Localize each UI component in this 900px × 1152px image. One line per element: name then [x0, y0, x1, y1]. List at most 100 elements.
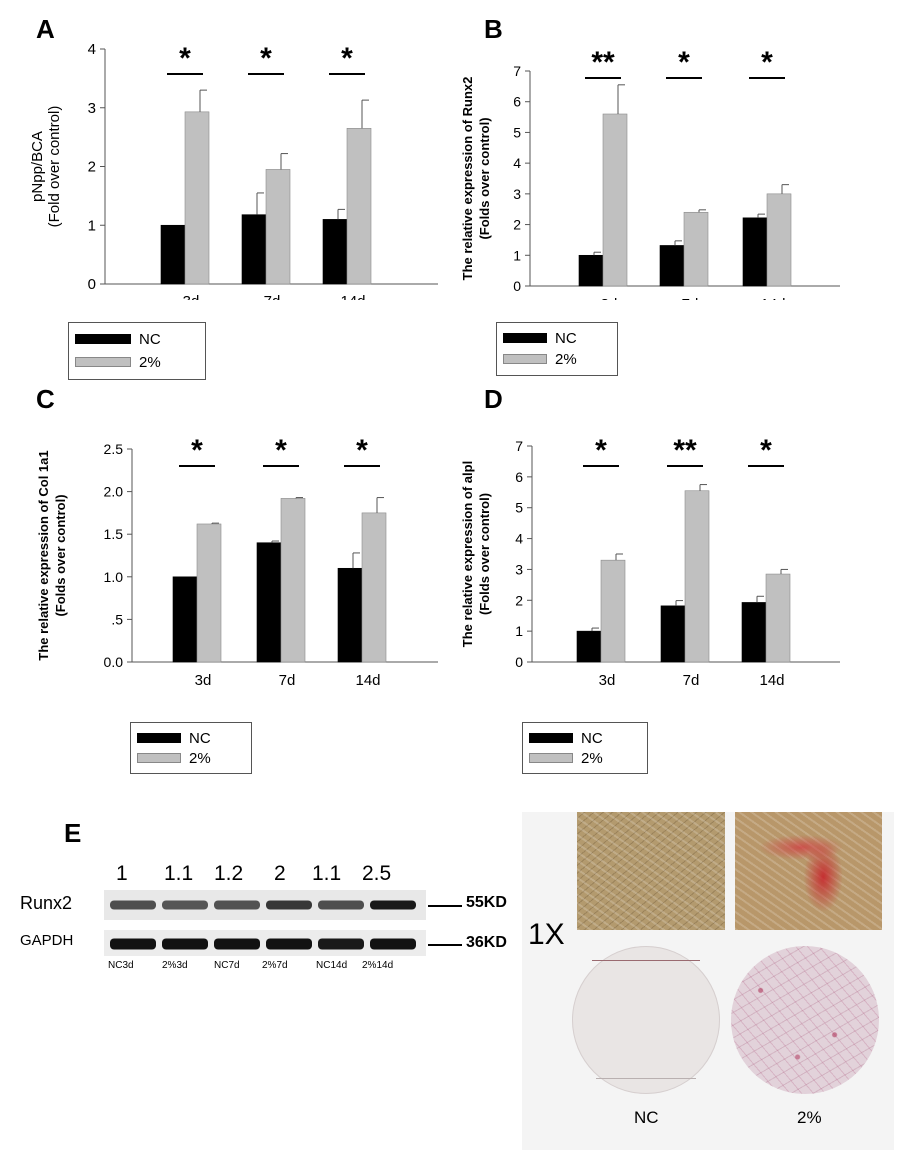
blot-band: [110, 938, 156, 950]
blot-quant-value: 1.2: [214, 862, 244, 885]
y-axis-label: (Fold over control): [46, 106, 63, 228]
well-nc: [572, 946, 720, 1094]
blot-band: [110, 900, 156, 910]
blot-band: [214, 938, 260, 950]
y-tick-label: 4: [513, 155, 521, 171]
blot-size-36kd: 36KD: [466, 934, 507, 951]
bar-treated: [184, 111, 210, 285]
y-tick-label: 2.5: [104, 441, 124, 457]
y-axis-label: The relative expression of Col 1a1: [36, 450, 51, 660]
well-edge-line: [592, 960, 700, 961]
legend-label-treated: 2%: [189, 749, 211, 767]
bar-treated: [265, 169, 291, 285]
panel-letter-a: A: [36, 14, 55, 44]
bar-treated: [684, 490, 710, 663]
panel-letter-d: D: [484, 384, 503, 414]
blot-bands: [110, 900, 416, 950]
legend-swatch-nc: [529, 733, 573, 743]
bar-treated: [600, 559, 626, 663]
legend-b: NC 2%: [496, 322, 618, 376]
blot-quant-value: 2.5: [362, 862, 392, 885]
blot-lane-label: NC3d: [108, 960, 134, 971]
western-blot: 1 1.1 1.2 2 1.1 2.5 Runx2 GAPDH 55KD 36K…: [20, 850, 520, 980]
panel-letter-b: B: [484, 14, 503, 44]
bar-treated: [683, 211, 709, 287]
panel-letter-e: E: [64, 818, 82, 848]
significance-marker: *: [191, 434, 203, 467]
blot-band: [318, 938, 364, 950]
blot-lane-label: NC14d: [316, 960, 348, 971]
y-tick-label: 0: [88, 276, 96, 293]
y-tick-label: 1.5: [104, 526, 124, 542]
blot-row-label-runx2: Runx2: [20, 893, 73, 913]
legend-label-nc: NC: [581, 729, 603, 747]
y-tick-label: 2: [515, 592, 523, 608]
x-tick-label: 3d: [601, 296, 618, 300]
y-tick-label: 7: [515, 438, 523, 454]
legend-label-nc: NC: [555, 329, 577, 347]
legend-a: NC 2%: [68, 322, 206, 380]
chart-panel-d: 0 1 2 3 4 5 6 7 The relative expression of alpl(…: [460, 434, 840, 689]
well-treated: [731, 946, 879, 1094]
y-tick-label: 2.0: [104, 484, 124, 500]
legend-label-treated: 2%: [555, 350, 577, 368]
bar-nc: [576, 630, 602, 663]
legend-d: NC 2%: [522, 722, 648, 774]
significance-marker: *: [260, 42, 272, 75]
bar-nc: [741, 602, 767, 663]
bar-treated: [602, 113, 628, 287]
y-axis-label: (Folds over control): [477, 117, 492, 239]
y-tick-label: 5: [513, 124, 521, 140]
marker-line: [428, 944, 462, 946]
x-tick-label: 14d: [759, 672, 784, 689]
y-tick-label: 1.0: [104, 569, 124, 585]
significance-marker: *: [275, 434, 287, 467]
chart-panel-c: 0.0 .5 1.0 1.5 2.0 2.5 The relative expression…: [36, 434, 438, 689]
legend-swatch-treated: [137, 753, 181, 763]
x-tick-label: 3d: [599, 672, 616, 689]
bar-nc: [659, 245, 685, 287]
blot-lane-label: NC7d: [214, 960, 240, 971]
blot-band: [370, 938, 416, 950]
panel-letter-c: C: [36, 384, 55, 414]
magnification-label: 1X: [528, 918, 565, 951]
x-tick-label: 3d: [183, 293, 200, 300]
significance-marker: **: [673, 434, 697, 467]
legend-swatch-nc: [75, 334, 131, 344]
blot-quant-value: 1.1: [164, 862, 194, 885]
y-axis-label: (Folds over control): [477, 493, 492, 615]
blot-band: [162, 900, 208, 910]
legend-swatch-treated: [75, 357, 131, 367]
blot-band: [318, 900, 364, 910]
y-axis-label: The relative expression of alpl: [460, 461, 475, 647]
significance-marker: *: [595, 434, 607, 467]
y-tick-label: 0: [515, 654, 523, 670]
chart-panel-b: 0 1 2 3 4 5 6 7 The relative expression of Runx2…: [460, 46, 840, 300]
bar-nc: [256, 542, 282, 663]
y-axis-label: The relative expression of Runx2: [460, 77, 475, 281]
y-tick-label: 3: [513, 186, 521, 202]
bar-nc: [660, 605, 686, 663]
bar-treated: [765, 573, 791, 663]
x-tick-label: 7d: [682, 296, 699, 300]
y-axis-label: pNpp/BCA: [29, 131, 46, 202]
x-tick-label: 7d: [264, 293, 281, 300]
y-tick-label: 0.0: [104, 654, 124, 670]
y-tick-label: 4: [88, 41, 96, 58]
well-edge-line: [596, 1078, 696, 1079]
blot-band: [162, 938, 208, 950]
bar-treated: [766, 193, 792, 287]
y-tick-label: 0: [513, 278, 521, 294]
bar-nc: [578, 254, 604, 287]
y-tick-label: 2: [513, 217, 521, 233]
y-tick-label: 3: [88, 100, 96, 117]
bar-treated: [346, 128, 372, 285]
y-tick-label: 6: [515, 469, 523, 485]
group-label-nc: NC: [634, 1108, 659, 1127]
blot-quant-value: 2: [274, 862, 286, 885]
blot-band: [370, 900, 416, 910]
y-tick-label: .5: [111, 611, 123, 627]
blot-quant-value: 1: [116, 862, 128, 885]
bar-nc: [337, 567, 363, 663]
significance-marker: *: [761, 46, 773, 79]
